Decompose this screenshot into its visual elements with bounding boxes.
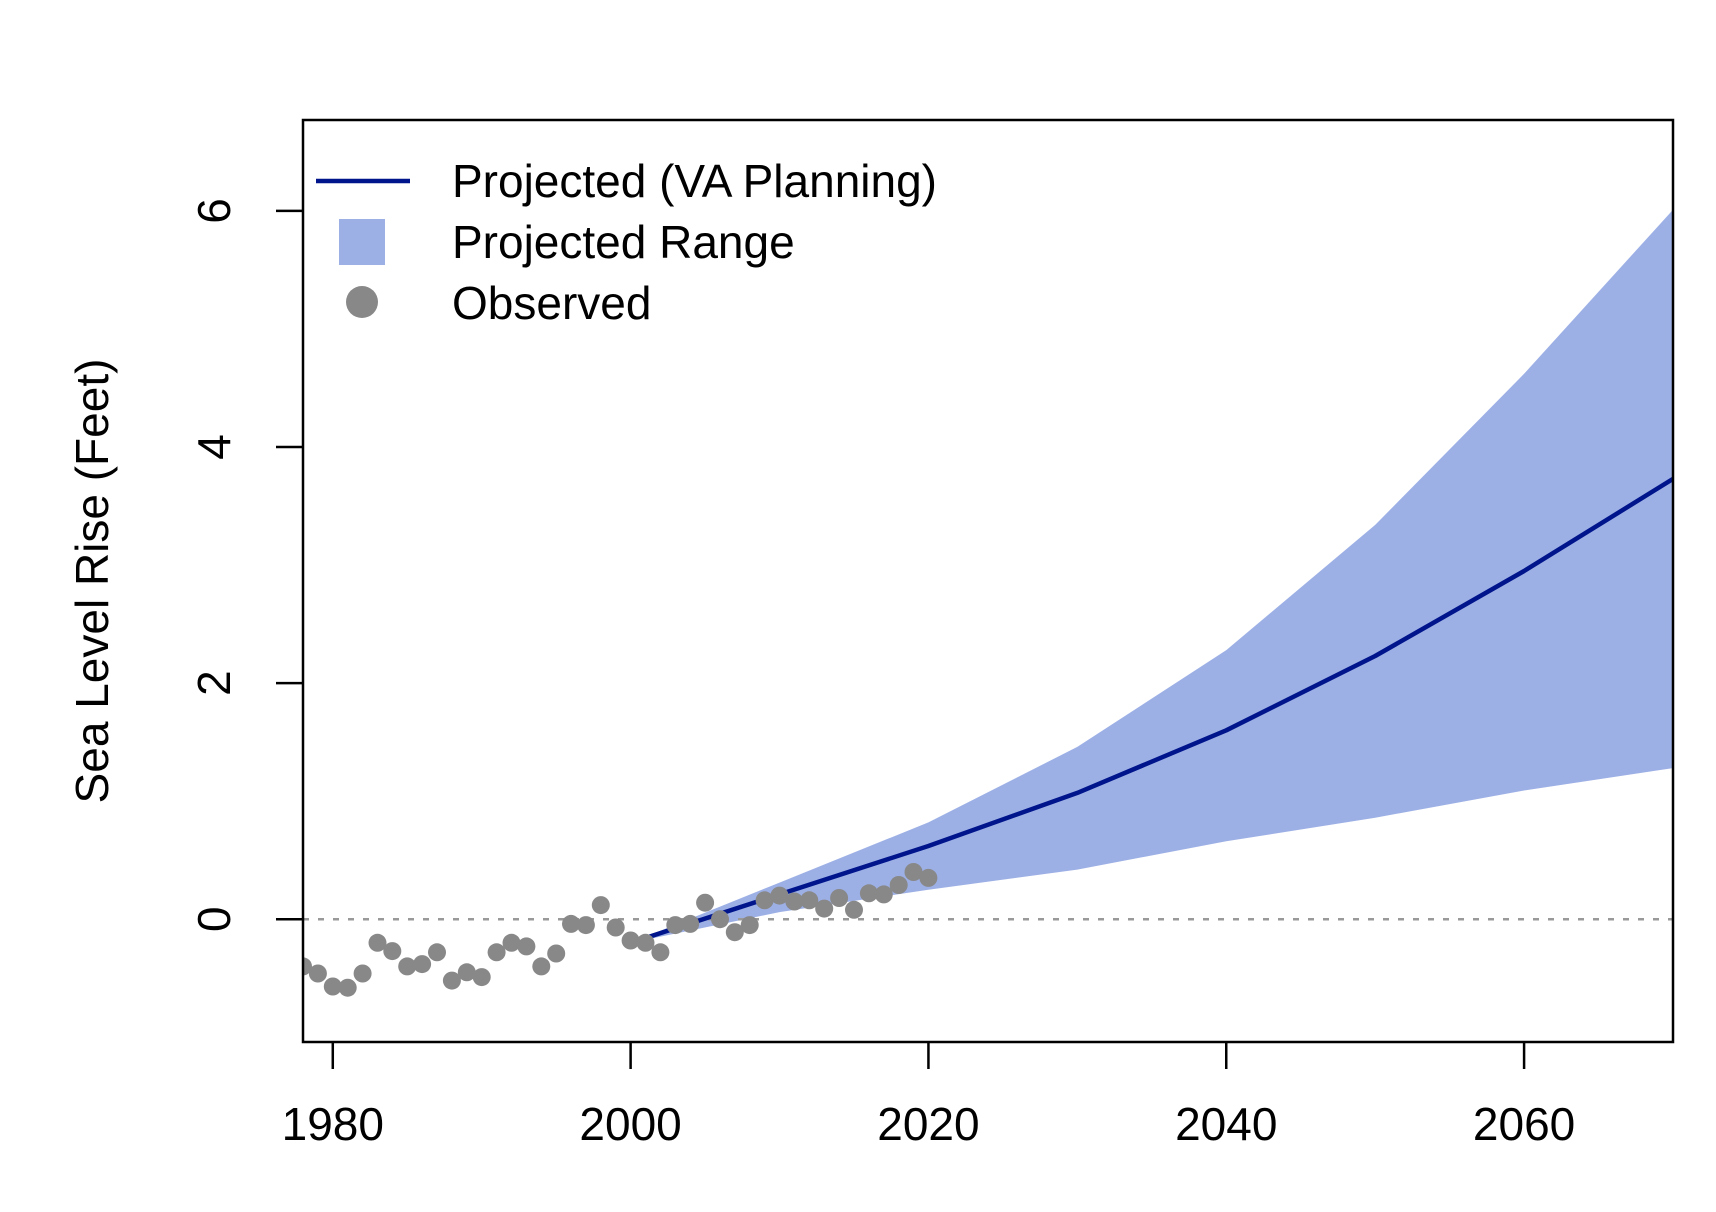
- observed-point: [591, 896, 610, 915]
- observed-point: [547, 944, 566, 963]
- observed-point: [904, 863, 923, 881]
- x-axis: 1980 2000 2020 2040 2060: [282, 1042, 1575, 1150]
- x-tick-label: 2020: [877, 1098, 979, 1150]
- y-axis-title: Sea Level Rise (Feet): [66, 359, 118, 804]
- y-tick-label: 2: [188, 670, 240, 696]
- observed-point: [383, 942, 402, 961]
- observed-point: [889, 876, 908, 894]
- plot-frame: [301, 118, 1675, 1044]
- observed-point: [353, 964, 372, 983]
- observed-point: [308, 964, 327, 983]
- observed-point: [562, 914, 580, 933]
- observed-point: [740, 916, 759, 935]
- observed-point: [472, 968, 491, 987]
- legend-label-projected: Projected (VA Planning): [452, 155, 937, 207]
- y-tick-label: 6: [188, 198, 240, 224]
- observed-point: [800, 891, 819, 910]
- legend-point-swatch: [346, 286, 378, 318]
- legend-label-range: Projected Range: [452, 216, 795, 268]
- observed-point: [815, 899, 834, 918]
- observed-point: [651, 943, 670, 962]
- observed-point: [696, 893, 715, 912]
- observed-point: [830, 889, 849, 907]
- observed-point: [532, 957, 551, 976]
- observed-point: [845, 900, 863, 919]
- observed-point: [457, 963, 476, 982]
- observed-point: [428, 943, 446, 962]
- observed-point: [502, 933, 521, 952]
- observed-point: [606, 918, 625, 937]
- observed-point: [859, 884, 878, 903]
- observed-point: [413, 955, 432, 974]
- observed-point: [398, 957, 417, 976]
- observed-point: [919, 868, 938, 887]
- observed-point: [681, 914, 700, 933]
- observed-point: [338, 978, 357, 997]
- y-axis: 0 2 4 6: [188, 198, 303, 932]
- legend: Projected (VA Planning) Projected Range …: [316, 155, 937, 329]
- projected-line: [629, 476, 1673, 945]
- projected-range-band: [630, 209, 1673, 943]
- legend-label-observed: Observed: [452, 277, 651, 329]
- observed-point: [755, 891, 774, 910]
- observed-point: [874, 885, 893, 904]
- observed-point: [487, 943, 506, 962]
- observed-point: [323, 977, 342, 996]
- x-tick-label: 2040: [1175, 1098, 1277, 1150]
- observed-point: [770, 886, 789, 905]
- observed-point: [666, 916, 685, 935]
- observed-point: [621, 931, 640, 950]
- observed-point: [711, 910, 729, 929]
- x-tick-label: 2060: [1473, 1098, 1575, 1150]
- y-tick-label: 0: [188, 906, 240, 932]
- legend-box-swatch: [339, 219, 385, 265]
- x-tick-label: 1980: [282, 1098, 384, 1150]
- plot-area: [303, 209, 1673, 997]
- observed-point: [517, 937, 536, 956]
- observed-point: [636, 933, 655, 952]
- observed-point: [725, 923, 744, 942]
- observed-point: [785, 892, 804, 911]
- x-tick-label: 2000: [579, 1098, 681, 1150]
- observed-point: [368, 933, 387, 952]
- observed-point: [576, 916, 595, 935]
- y-tick-label: 4: [188, 434, 240, 460]
- observed-point: [442, 971, 461, 990]
